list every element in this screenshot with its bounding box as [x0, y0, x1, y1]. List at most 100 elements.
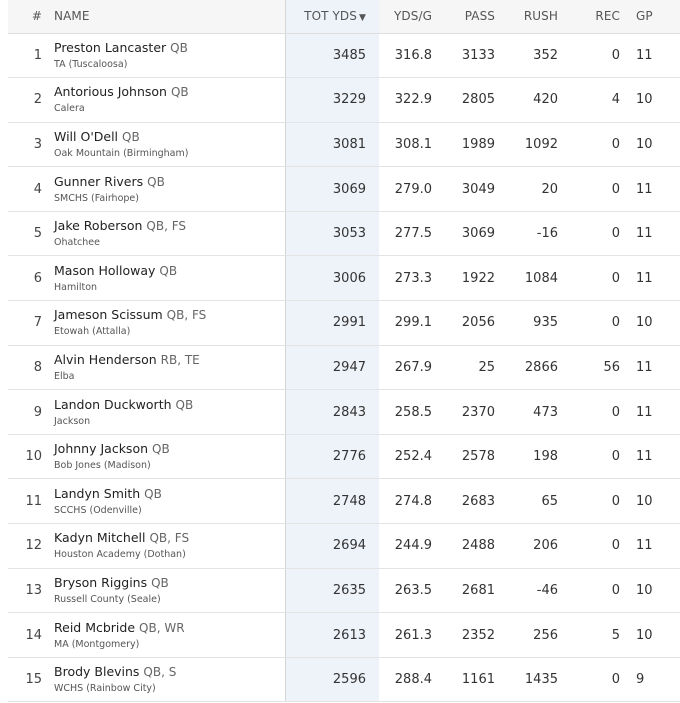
yds-per-game-cell: 263.5 [379, 568, 445, 614]
player-name-link[interactable]: Bryson Riggins [54, 574, 148, 590]
table-row[interactable]: 13 Bryson Riggins QB Russell County (Seale… [8, 568, 680, 614]
tot-yds-cell: 2947 [284, 345, 379, 391]
rec-cell: 0 [571, 478, 633, 525]
player-name-link[interactable]: Alvin Henderson [54, 351, 157, 367]
player-position: QB [170, 85, 189, 100]
player-school: MA (Montgomery) [54, 638, 140, 650]
rec-cell: 0 [571, 166, 633, 212]
player-name-link[interactable]: Will O'Dell [54, 128, 119, 144]
player-cell: Antorious Johnson QB Calera [46, 77, 285, 123]
rank-cell: 5 [8, 211, 46, 257]
gp-cell: 11 [633, 389, 680, 435]
table-row[interactable]: 6 Mason Holloway QB Hamilton 3006 273.3 1922 1… [8, 255, 680, 302]
player-name-link[interactable]: Jake Roberson [54, 218, 143, 234]
player-cell: Will O'Dell QB Oak Mountain (Birmingham) [46, 122, 285, 168]
player-name-link[interactable]: Landyn Smith [54, 485, 141, 501]
column-header-name[interactable]: NAME [46, 0, 285, 34]
column-header-rank[interactable]: # [8, 0, 46, 34]
player-name-link[interactable]: Landon Duckworth [54, 396, 172, 412]
rec-cell: 4 [571, 77, 633, 123]
tot-yds-cell: 2991 [284, 300, 379, 346]
player-name-link[interactable]: Mason Holloway [54, 262, 156, 278]
gp-cell: 11 [633, 166, 680, 212]
table-row[interactable]: 8 Alvin Henderson RB, TE Elba 2947 267.9 25 28… [8, 345, 680, 391]
column-header-yds-per-game[interactable]: YDS/G [379, 0, 445, 34]
player-cell: Bryson Riggins QB Russell County (Seale) [46, 568, 285, 614]
table-row[interactable]: 4 Gunner Rivers QB SMCHS (Fairhope) 3069 279… [8, 166, 680, 212]
table-row[interactable]: 9 Landon Duckworth QB Jackson 2843 258.5 2370… [8, 389, 680, 435]
table-row[interactable]: 3 Will O'Dell QB Oak Mountain (Birmingham)… [8, 122, 680, 168]
gp-cell: 10 [633, 612, 680, 658]
player-school: Bob Jones (Madison) [54, 460, 151, 472]
tot-yds-cell: 3229 [284, 77, 379, 123]
player-position: QB, FS [149, 531, 190, 546]
column-header-gp[interactable]: GP [633, 0, 680, 34]
column-header-pass[interactable]: PASS [445, 0, 508, 34]
tot-yds-cell: 2613 [284, 612, 379, 658]
table-row[interactable]: 5 Jake Roberson QB, FS Ohatchee 3053 277.5 30… [8, 211, 680, 257]
table-row[interactable]: 11 Landyn Smith QB SCCHS (Odenville) 2748 27… [8, 478, 680, 525]
rank-cell: 12 [8, 523, 46, 569]
player-cell: Jameson Scissum QB, FS Etowah (Attalla) [46, 300, 285, 346]
tot-yds-cell: 2748 [284, 478, 379, 525]
yds-per-game-cell: 267.9 [379, 345, 445, 391]
yds-per-game-cell: 252.4 [379, 434, 445, 480]
yds-per-game-cell: 274.8 [379, 478, 445, 525]
yds-per-game-cell: 261.3 [379, 612, 445, 658]
rush-cell: 65 [508, 478, 571, 525]
column-header-tot-yds[interactable]: TOT YDS ▼ [284, 0, 379, 34]
table-row[interactable]: 12 Kadyn Mitchell QB, FS Houston Academy (… [8, 523, 680, 569]
pass-cell: 2578 [445, 434, 508, 480]
player-cell: Alvin Henderson RB, TE Elba [46, 345, 285, 391]
rec-cell: 0 [571, 389, 633, 435]
rush-cell: 1435 [508, 657, 571, 703]
yds-per-game-cell: 279.0 [379, 166, 445, 212]
pass-cell: 2681 [445, 568, 508, 614]
gp-cell: 10 [633, 122, 680, 168]
rush-cell: 473 [508, 389, 571, 435]
table-row[interactable]: 1 Preston Lancaster QB TA (Tuscaloosa) 3485… [8, 33, 680, 79]
player-name-link[interactable]: Kadyn Mitchell [54, 530, 146, 546]
gp-cell: 11 [633, 345, 680, 391]
gp-cell: 10 [633, 300, 680, 346]
player-name-link[interactable]: Brody Blevins [54, 664, 140, 680]
pass-cell: 3069 [445, 211, 508, 257]
player-position: QB, FS [166, 308, 207, 323]
player-cell: Jake Roberson QB, FS Ohatchee [46, 211, 285, 257]
player-cell: Preston Lancaster QB TA (Tuscaloosa) [46, 33, 285, 79]
player-school: Elba [54, 370, 75, 382]
gp-cell: 10 [633, 77, 680, 123]
sort-descending-icon: ▼ [358, 13, 366, 24]
player-school: Calera [54, 103, 85, 115]
player-name-link[interactable]: Reid Mcbride [54, 619, 136, 635]
yds-per-game-cell: 277.5 [379, 211, 445, 257]
player-name-link[interactable]: Gunner Rivers [54, 173, 144, 189]
player-name-link[interactable]: Preston Lancaster [54, 39, 167, 55]
rush-cell: 256 [508, 612, 571, 658]
yds-per-game-cell: 288.4 [379, 657, 445, 703]
player-position: QB, FS [146, 219, 187, 234]
player-name-link[interactable]: Jameson Scissum [54, 307, 163, 323]
tot-yds-cell: 3485 [284, 33, 379, 79]
rec-cell: 0 [571, 122, 633, 168]
player-cell: Landyn Smith QB SCCHS (Odenville) [46, 478, 285, 525]
gp-cell: 11 [633, 523, 680, 569]
table-row[interactable]: 15 Brody Blevins QB, S WCHS (Rainbow City)… [8, 657, 680, 703]
player-name-link[interactable]: Johnny Jackson [54, 441, 149, 457]
rush-cell: 20 [508, 166, 571, 212]
table-row[interactable]: 7 Jameson Scissum QB, FS Etowah (Attalla) 2… [8, 300, 680, 346]
player-position: QB [122, 129, 140, 144]
pass-cell: 1989 [445, 122, 508, 168]
player-position: QB, WR [139, 620, 185, 635]
table-row[interactable]: 14 Reid Mcbride QB, WR MA (Montgomery) 2613… [8, 612, 680, 658]
table-row[interactable]: 10 Johnny Jackson QB Bob Jones (Madison) 27… [8, 434, 680, 480]
column-header-rec[interactable]: REC [571, 0, 633, 34]
rank-cell: 1 [8, 33, 46, 79]
rank-cell: 11 [8, 478, 46, 525]
column-header-rush[interactable]: RUSH [508, 0, 571, 34]
player-school: Hamilton [54, 281, 98, 293]
table-row[interactable]: 2 Antorious Johnson QB Calera 3229 322.9 2805… [8, 77, 680, 123]
rec-cell: 0 [571, 255, 633, 302]
tot-yds-cell: 3069 [284, 166, 379, 212]
player-name-link[interactable]: Antorious Johnson [54, 84, 167, 100]
